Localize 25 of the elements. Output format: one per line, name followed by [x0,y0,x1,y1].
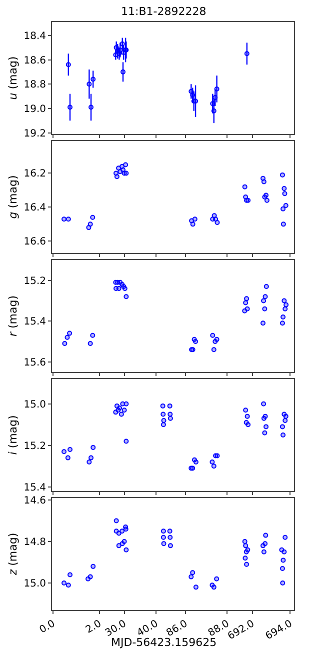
x-tick-label: 0.0 [38,618,58,636]
y-tick-label: 18.8 [24,80,46,91]
x-tick-label: 2.0 [84,618,104,636]
y-tick-label: 14.6 [24,496,46,507]
y-axis-title: r (mag) [6,295,20,337]
y-axis-title: u (mag) [6,56,20,100]
y-axis-title: i (mag) [6,415,20,455]
y-tick-label: 15.4 [24,482,46,494]
y-tick-label: 15.2 [24,276,46,287]
y-tick-label: 18.6 [24,55,46,66]
y-tick-label: 16.2 [24,168,46,180]
y-axis-title: g (mag) [6,175,20,219]
chart-title: 11:B1-2892228 [121,5,206,18]
y-tick-label: 15.0 [24,399,46,410]
y-tick-label: 16.6 [24,236,46,248]
y-tick-label: 15.0 [24,578,46,590]
y-tick-label: 19.2 [24,128,46,140]
y-tick-label: 15.6 [24,357,46,368]
y-axis-title: z (mag) [6,532,20,576]
y-tick-label: 15.2 [24,440,46,452]
y-tick-label: 19.0 [24,104,46,115]
y-tick-label: 15.4 [24,316,46,328]
y-tick-label: 16.4 [24,202,46,214]
y-tick-label: 18.4 [24,30,46,42]
y-tick-label: 14.8 [24,537,46,548]
